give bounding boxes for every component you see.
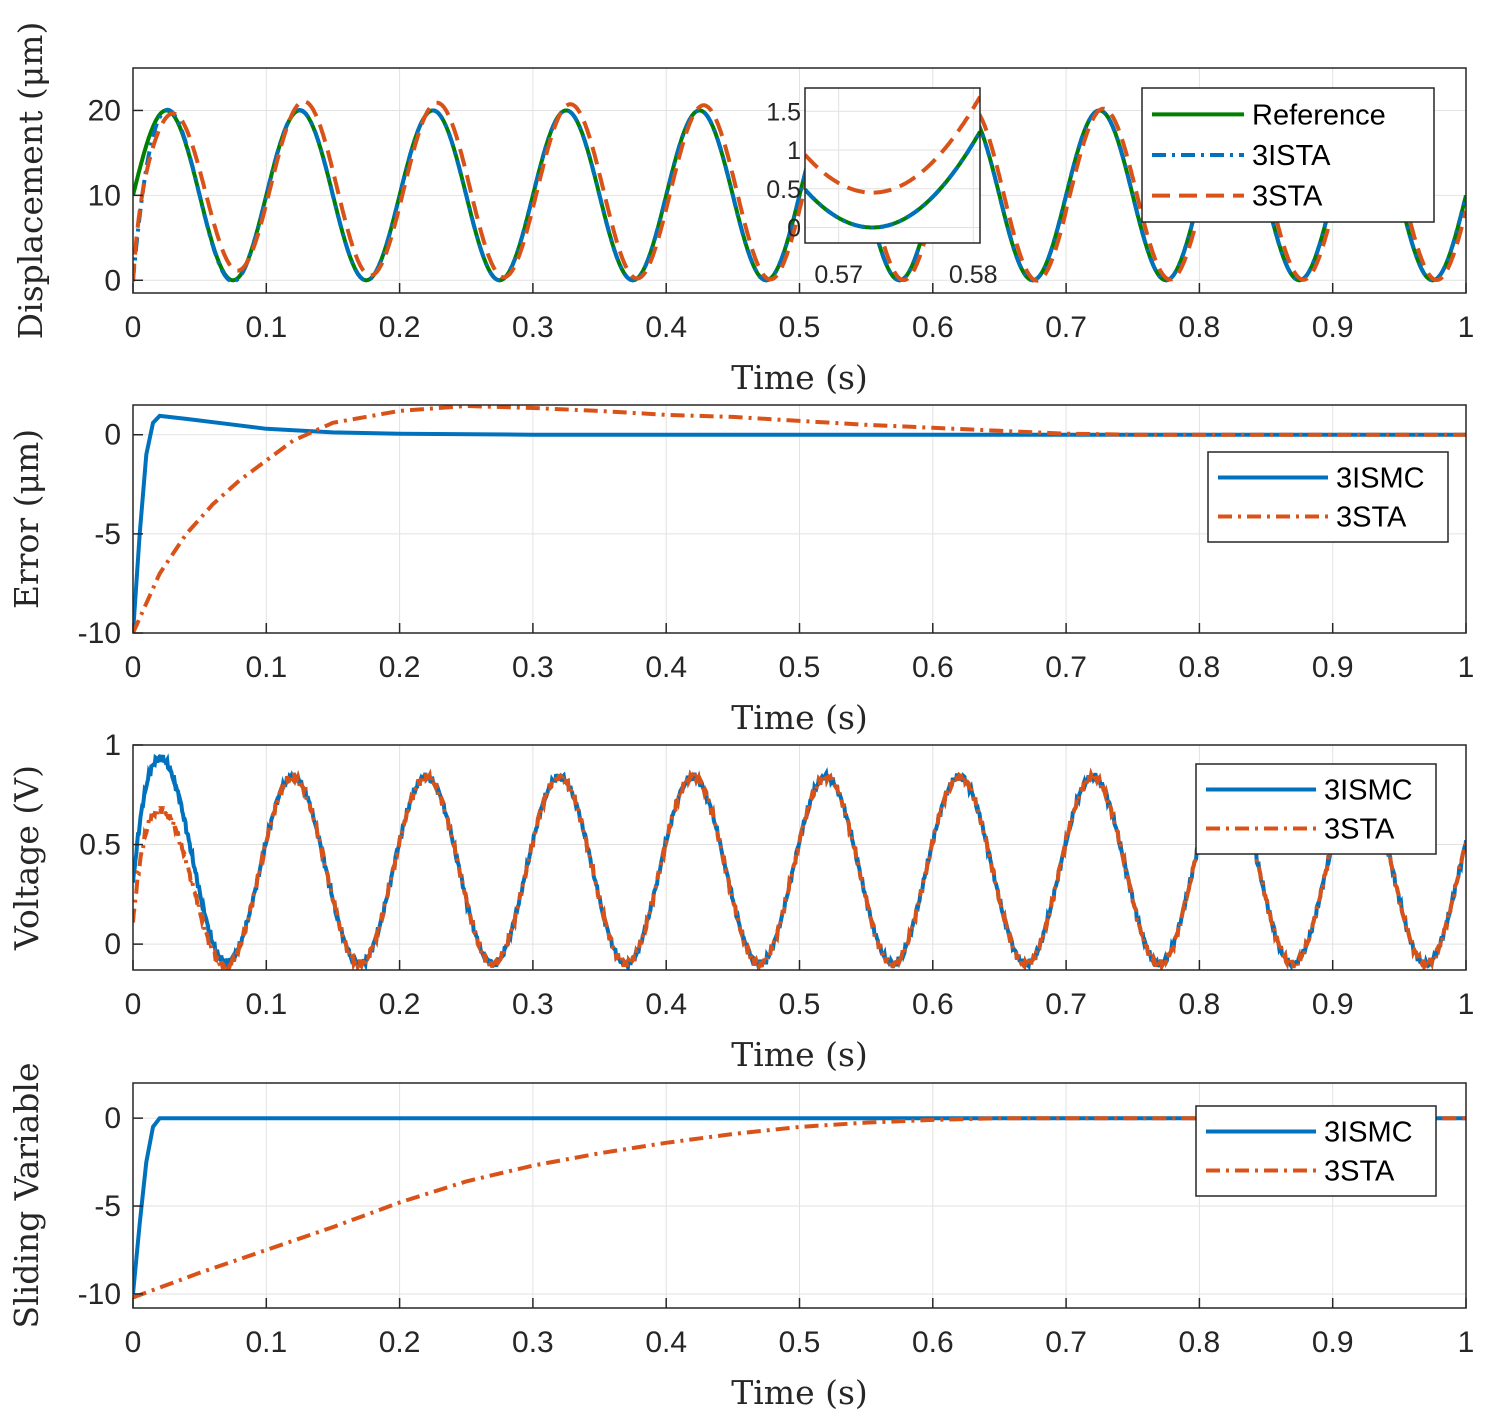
- inset-series-3sta: [805, 95, 980, 195]
- x-tick-label: 0.3: [512, 988, 554, 1021]
- y-tick-label: 10: [88, 179, 121, 212]
- inset-x-tick-label: 0.57: [814, 261, 863, 289]
- legend-box: [1195, 1105, 1437, 1197]
- inset-y-tick-label: 1.5: [766, 98, 801, 126]
- x-tick-label: 1: [1458, 651, 1475, 684]
- x-tick-label: 0.7: [1045, 1326, 1087, 1359]
- inset-x-tick-label: 0.58: [949, 261, 998, 289]
- y-tick-label: 0: [104, 264, 121, 297]
- x-tick-label: 0.6: [912, 1326, 954, 1359]
- x-tick-label: 0.8: [1179, 988, 1221, 1021]
- inset-y-tick-label: 0.5: [766, 176, 801, 204]
- legend-label-3sta: 3STA: [1324, 1156, 1395, 1188]
- x-tick-label: 0.9: [1312, 988, 1354, 1021]
- x-tick-label: 0: [125, 651, 142, 684]
- y-tick-label: 0: [104, 1102, 121, 1135]
- x-tick-label: 0.8: [1179, 1326, 1221, 1359]
- x-axis-label: Time (s): [731, 1035, 868, 1074]
- x-axis-label: Time (s): [731, 698, 868, 737]
- x-tick-label: 0.5: [779, 1326, 821, 1359]
- x-axis-label: Time (s): [731, 358, 868, 397]
- legend-label-3sta: 3STA: [1252, 181, 1323, 213]
- y-tick-label: -5: [94, 1190, 121, 1223]
- series-line-3sta: [133, 405, 1466, 633]
- x-tick-label: 0.1: [245, 651, 287, 684]
- x-tick-label: 0.7: [1045, 988, 1087, 1021]
- y-axis-label: Voltage (V): [7, 765, 46, 951]
- x-tick-label: 0.7: [1045, 651, 1087, 684]
- x-tick-label: 0.7: [1045, 311, 1087, 344]
- x-tick-label: 0.4: [645, 651, 687, 684]
- x-tick-label: 1: [1458, 1326, 1475, 1359]
- x-tick-label: 0.3: [512, 311, 554, 344]
- error-panel: 0 0.1 0.2 0.3 0.4 0.5 0.6 0.7 0.8 0.9 1 -10 -5 0 Time …: [7, 404, 1475, 737]
- series-line-3ismc: [133, 1116, 1466, 1295]
- x-tick-label: 0: [125, 311, 142, 344]
- x-tick-label: 0.9: [1312, 311, 1354, 344]
- x-tick-label: 0.4: [645, 311, 687, 344]
- x-tick-label: 0.2: [379, 651, 421, 684]
- x-tick-label: 1: [1458, 311, 1475, 344]
- x-tick-label: 0.6: [912, 651, 954, 684]
- zoom-inset: 0 0.5 1 1.5 0.57 0.58: [766, 87, 998, 289]
- y-axis-label: Sliding Variable: [7, 1063, 46, 1329]
- legend-label-3ismc: 3ISMC: [1336, 463, 1425, 495]
- legend-label-3sta: 3STA: [1336, 502, 1407, 534]
- y-axis-label: Error (μm): [7, 429, 46, 609]
- legend-box: [1207, 451, 1449, 543]
- legend-label-3ista: 3ISTA: [1252, 140, 1331, 172]
- y-axis-label: Displacement (μm): [11, 22, 50, 340]
- legend-box: [1195, 763, 1437, 855]
- x-tick-label: 0.1: [245, 988, 287, 1021]
- x-axis-label: Time (s): [731, 1373, 868, 1412]
- inset-frame: [804, 87, 981, 244]
- legend-label-3ismc: 3ISMC: [1324, 1117, 1413, 1149]
- x-tick-label: 0.4: [645, 1326, 687, 1359]
- sliding-variable-panel: 0 0.1 0.2 0.3 0.4 0.5 0.6 0.7 0.8 0.9 1 -10 -5 0 Time …: [7, 1063, 1474, 1412]
- x-tick-label: 0.2: [379, 311, 421, 344]
- x-tick-label: 0.2: [379, 1326, 421, 1359]
- x-tick-label: 0.5: [779, 311, 821, 344]
- x-tick-label: 0.1: [245, 311, 287, 344]
- y-tick-label: 0: [104, 419, 121, 452]
- x-tick-label: 0: [125, 988, 142, 1021]
- x-tick-label: 0.6: [912, 988, 954, 1021]
- x-tick-label: 0.9: [1312, 651, 1354, 684]
- x-tick-label: 0.3: [512, 1326, 554, 1359]
- inset-y-tick-label: 1: [787, 137, 801, 165]
- series-line-3ismc: [133, 413, 1466, 633]
- legend-label-3sta: 3STA: [1324, 814, 1395, 846]
- legend-label-3ismc: 3ISMC: [1324, 775, 1413, 807]
- y-tick-label: 1: [104, 729, 121, 762]
- series-line-3sta: [133, 99, 1466, 283]
- inset-y-tick-label: 0: [787, 215, 801, 243]
- inset-series-3ista: [805, 130, 980, 230]
- x-tick-label: 0.5: [779, 988, 821, 1021]
- x-tick-label: 0.9: [1312, 1326, 1354, 1359]
- x-tick-label: 0.2: [379, 988, 421, 1021]
- x-tick-label: 0.5: [779, 651, 821, 684]
- x-tick-label: 0.6: [912, 311, 954, 344]
- x-tick-label: 0: [125, 1326, 142, 1359]
- x-tick-label: 0.1: [245, 1326, 287, 1359]
- y-tick-label: 0: [104, 928, 121, 961]
- y-tick-label: -10: [78, 1278, 121, 1311]
- x-tick-label: 0.8: [1179, 311, 1221, 344]
- y-tick-label: 0.5: [79, 829, 121, 862]
- y-tick-label: 20: [88, 94, 121, 127]
- y-tick-label: -10: [78, 617, 121, 650]
- x-tick-label: 0.8: [1179, 651, 1221, 684]
- y-tick-label: -5: [94, 518, 121, 551]
- x-tick-label: 1: [1458, 988, 1475, 1021]
- x-tick-label: 0.4: [645, 988, 687, 1021]
- x-tick-label: 0.3: [512, 651, 554, 684]
- voltage-panel: 0 0.1 0.2 0.3 0.4 0.5 0.6 0.7 0.8 0.9 1 0 0.5 1 Time (…: [7, 729, 1474, 1074]
- legend-label-reference: Reference: [1252, 99, 1386, 131]
